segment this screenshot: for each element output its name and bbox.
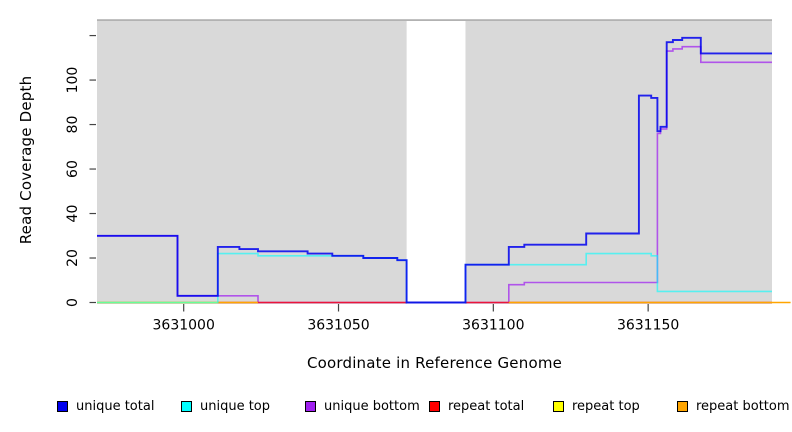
series-unique-bottom [97, 45, 772, 304]
legend: unique total unique top unique bottom repea… [0, 398, 792, 416]
legend-swatch-unique-total-icon [57, 400, 68, 412]
x-tick-label: 3631050 [307, 318, 369, 334]
y-tick-label: 40 [65, 205, 81, 223]
legend-label-unique-bottom: unique bottom [324, 398, 420, 414]
legend-item-unique-total: unique total [57, 398, 154, 414]
legend-label-repeat-bottom: repeat bottom [696, 398, 790, 414]
legend-item-repeat-top: repeat top [553, 398, 640, 414]
legend-item-repeat-bottom: repeat bottom [677, 398, 790, 414]
legend-label-unique-top: unique top [200, 398, 271, 414]
no-data-gap [406, 21, 466, 304]
x-axis-title: Coordinate in Reference Genome [306, 354, 563, 372]
legend-label-repeat-total: repeat total [448, 398, 525, 414]
legend-label-unique-total: unique total [76, 398, 155, 414]
series-unique-total [97, 36, 772, 304]
legend-swatch-repeat-bottom-icon [677, 400, 688, 412]
legend-label-repeat-top: repeat top [572, 398, 640, 414]
y-tick-label: 60 [65, 160, 81, 178]
y-tick-label: 80 [65, 116, 81, 134]
legend-swatch-unique-bottom-icon [305, 400, 316, 412]
legend-item-repeat-total: repeat total [429, 398, 524, 414]
y-tick-label: 0 [65, 298, 81, 307]
x-tick-label: 3631100 [462, 318, 524, 334]
y-tick-label: 100 [65, 67, 81, 94]
legend-swatch-unique-top-icon [181, 400, 192, 412]
y-tick-label: 20 [65, 249, 81, 267]
legend-swatch-repeat-total-icon [429, 400, 440, 412]
legend-swatch-repeat-top-icon [553, 400, 564, 412]
legend-item-unique-top: unique top [181, 398, 270, 414]
x-tick-label: 3631000 [153, 318, 215, 334]
legend-item-unique-bottom: unique bottom [305, 398, 420, 414]
x-tick-label: 3631150 [617, 318, 679, 334]
y-axis-title: Read Coverage Depth [17, 75, 35, 245]
